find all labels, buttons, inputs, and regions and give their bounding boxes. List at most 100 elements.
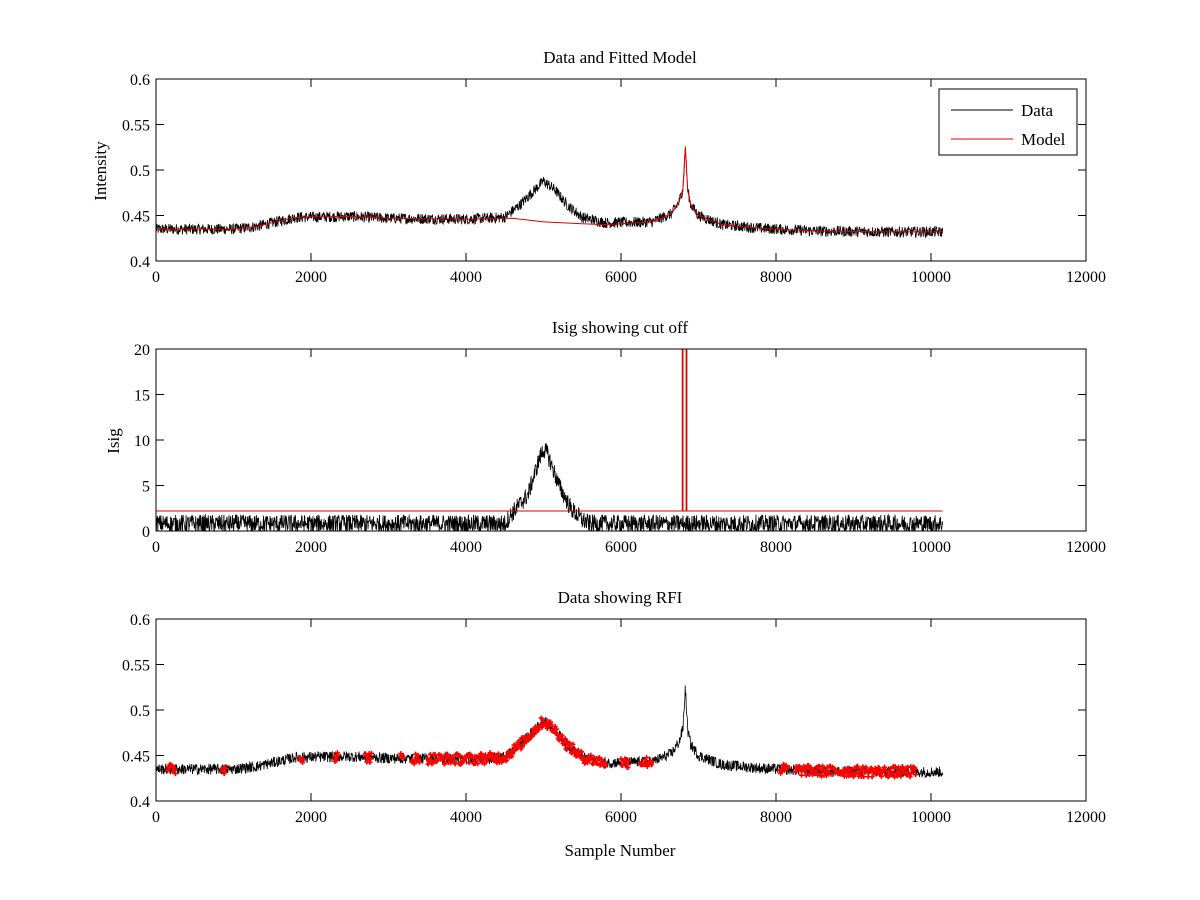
plot-area: 0 2000 4000 6000 8000 10000 12000 0 5 10 15 20 — [134, 342, 1106, 556]
rfi-marker — [223, 766, 229, 772]
panel-rfi: Data showing RFI Sample Number 0 2000 4000… — [122, 588, 1106, 860]
rfi-marker — [625, 764, 631, 770]
series-data-line — [156, 150, 944, 239]
x-tick-label: 10000 — [911, 809, 951, 826]
rfi-marker — [898, 773, 904, 779]
rfi-marker — [530, 726, 536, 732]
rfi-marker — [368, 756, 374, 762]
rfi-marker — [334, 757, 340, 763]
rfi-marker — [799, 772, 805, 778]
rfi-marker — [540, 717, 546, 723]
y-tick-label: 0.4 — [130, 254, 150, 271]
x-tick-label: 12000 — [1066, 539, 1106, 556]
rfi-marker — [552, 723, 558, 729]
series-layer — [156, 349, 944, 531]
rfi-marker — [649, 759, 655, 765]
rfi-marker — [417, 759, 422, 765]
rfi-marker — [559, 733, 565, 739]
y-axis-label: Intensity — [91, 141, 110, 201]
x-tick-label: 2000 — [295, 809, 327, 826]
panel-title: Isig showing cut off — [552, 318, 688, 337]
y-tick-label: 0.6 — [130, 612, 150, 629]
panel-title: Data and Fitted Model — [543, 48, 697, 67]
rfi-marker — [828, 771, 834, 777]
rfi-marker — [412, 759, 418, 765]
x-tick-label: 0 — [152, 269, 160, 286]
y-tick-label: 0.55 — [122, 118, 150, 135]
rfi-marker — [477, 757, 483, 763]
y-tick-label: 0.5 — [130, 163, 150, 180]
rfi-marker — [335, 752, 341, 758]
rfi-marker — [520, 744, 526, 750]
panel-data-and-model: Data and Fitted Model Intensity 0 2000 400… — [91, 48, 1106, 286]
x-tick-label: 0 — [152, 539, 160, 556]
x-tick-label: 10000 — [911, 269, 951, 286]
rfi-marker — [300, 757, 306, 763]
rfi-marker — [564, 747, 570, 753]
legend-box — [938, 88, 1078, 156]
series-model-line — [156, 146, 943, 233]
series-cut-off-line — [156, 349, 943, 512]
plot-area: 0 2000 4000 6000 8000 10000 12000 0.4 0.45 0.5 0.5… — [122, 72, 1106, 286]
rfi-marker — [644, 755, 650, 761]
series-layer — [156, 685, 944, 780]
series-layer — [156, 146, 944, 239]
rfi-marker — [785, 764, 791, 770]
x-tick-label: 8000 — [760, 539, 792, 556]
x-tick-label: 4000 — [450, 539, 482, 556]
legend: Data Model — [938, 88, 1078, 156]
rfi-marker — [172, 771, 178, 777]
x-tick-label: 2000 — [295, 269, 327, 286]
legend-label-data: Data — [1021, 101, 1054, 120]
plot-area: 0 2000 4000 6000 8000 10000 12000 0.4 0.45 0.5 0.5… — [122, 612, 1106, 826]
x-tick-label: 4000 — [450, 269, 482, 286]
rfi-marker — [401, 754, 407, 760]
rfi-marker — [845, 765, 851, 771]
y-tick-label: 0.55 — [122, 658, 150, 675]
rfi-marker — [889, 771, 895, 777]
y-tick-label: 0.4 — [130, 794, 150, 811]
y-tick-label: 20 — [134, 342, 150, 359]
rfi-marker — [562, 736, 568, 742]
x-tick-label: 6000 — [605, 809, 637, 826]
x-tick-label: 6000 — [605, 269, 637, 286]
series-rfi-markers — [165, 715, 918, 780]
y-axis-label: Isig — [104, 428, 123, 454]
x-tick-label: 0 — [152, 809, 160, 826]
rfi-marker — [626, 758, 632, 764]
y-tick-label: 0.45 — [122, 209, 150, 226]
rfi-marker — [482, 761, 488, 767]
rfi-marker — [623, 756, 629, 762]
rfi-marker — [913, 772, 918, 778]
x-tick-label: 6000 — [605, 539, 637, 556]
rfi-marker — [475, 761, 481, 767]
rfi-marker — [221, 771, 227, 777]
rfi-marker — [457, 752, 463, 758]
rfi-marker — [496, 751, 502, 757]
rfi-marker — [803, 772, 809, 778]
rfi-marker — [368, 750, 374, 756]
rfi-marker — [444, 751, 450, 757]
y-tick-label: 0 — [142, 524, 150, 541]
rfi-marker — [516, 741, 522, 747]
rfi-marker — [578, 749, 584, 755]
rfi-marker — [876, 765, 882, 771]
x-tick-label: 4000 — [450, 809, 482, 826]
legend-label-model: Model — [1021, 130, 1066, 149]
panel-isig: Isig showing cut off Isig 0 2000 4000 6000 8… — [104, 318, 1106, 556]
rfi-marker — [861, 774, 867, 780]
x-axis-label: Sample Number — [565, 841, 676, 860]
rfi-marker — [548, 722, 554, 728]
rfi-marker — [570, 741, 576, 747]
panel-title: Data showing RFI — [558, 588, 683, 607]
x-tick-label: 10000 — [911, 539, 951, 556]
y-tick-label: 0.45 — [122, 749, 150, 766]
rfi-marker — [415, 752, 421, 758]
rfi-marker — [603, 761, 608, 767]
rfi-marker — [554, 726, 560, 732]
series-isig-line — [156, 443, 944, 531]
y-tick-label: 10 — [134, 433, 150, 450]
rfi-marker — [912, 766, 918, 772]
rfi-marker — [809, 772, 815, 778]
